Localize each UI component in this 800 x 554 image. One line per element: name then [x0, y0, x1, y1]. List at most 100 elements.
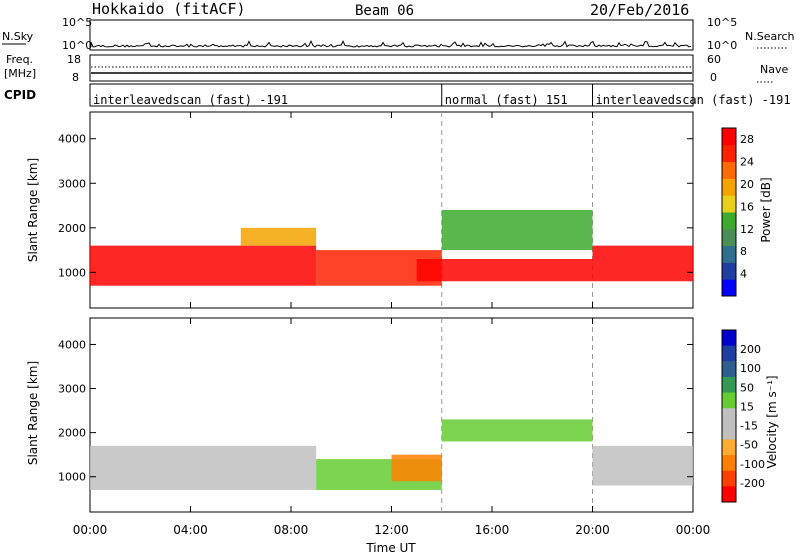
velocity-colorbar-swatch — [722, 439, 736, 456]
power-colorbar-swatch — [722, 195, 736, 213]
power-data-region — [592, 245, 693, 282]
velocity-colorbar-swatch — [722, 376, 736, 394]
power-ylabel: Slant Range [km] — [26, 158, 40, 262]
x-tick-label: 00:00 — [73, 523, 108, 537]
cpid-label: CPID — [4, 88, 36, 102]
power-data-region — [240, 227, 317, 246]
freq-label-line2: [MHz] — [4, 67, 36, 80]
power-colorbar-tick: 4 — [740, 268, 747, 281]
velocity-ylabel: Slant Range [km] — [26, 361, 40, 465]
station-title: Hokkaido (fitACF) — [92, 0, 246, 18]
freq-label-line1: Freq. — [6, 53, 33, 66]
cpid-segment-label: interleavedscan (fast) -191 — [93, 93, 288, 107]
power-colorbar-swatch — [722, 262, 736, 280]
nave-tick-bottom: 0 — [710, 71, 717, 84]
velocity-colorbar-frame — [721, 329, 737, 503]
x-tick-label: 12:00 — [374, 523, 409, 537]
power-colorbar-tick: 12 — [740, 223, 754, 236]
nave-tick-top: 60 — [707, 53, 721, 66]
velocity-colorbar-tick: -50 — [740, 439, 758, 452]
freq-tick-top: 18 — [67, 53, 81, 66]
x-tick-label: 16:00 — [475, 523, 510, 537]
power-colorbar-swatch — [722, 128, 736, 146]
power-data — [90, 112, 693, 308]
velocity-colorbar-tick: -200 — [740, 477, 765, 490]
velocity-colorbar-swatch — [722, 330, 736, 347]
velocity-colorbar-tick: -100 — [740, 458, 765, 471]
power-colorbar-swatch — [722, 279, 736, 297]
y-tick-label: 4000 — [58, 338, 86, 351]
velocity-colorbar: 200 100 50 15 -15 -50 -100 -200 — [721, 329, 765, 503]
cpid-frame — [89, 83, 694, 107]
power-colorbar-tick: 24 — [740, 156, 754, 169]
nsky-panel: N.Sky 10^5 10^0 10^5 10^0 N.Search — [2, 16, 795, 52]
velocity-colorbar-tick: -15 — [740, 420, 758, 433]
velocity-colorbar-swatch — [722, 408, 736, 425]
power-data-region — [416, 259, 593, 282]
velocity-colorbar-swatch — [722, 361, 736, 378]
velocity-colorbar-swatch — [722, 423, 736, 440]
velocity-colorbar-swatch — [722, 392, 736, 409]
x-tick-label: 04:00 — [173, 523, 208, 537]
power-colorbar-swatch — [722, 228, 736, 247]
beam-title: Beam 06 — [355, 3, 414, 19]
nsky-tick-bottom: 10^0 — [62, 39, 92, 52]
velocity-colorbar-tick: 15 — [740, 400, 754, 413]
cpid-segment-label: normal (fast) 151 — [445, 93, 568, 107]
velocity-colorbar-swatch — [722, 345, 736, 362]
power-colorbar-swatch — [722, 245, 736, 263]
velocity-data-region — [441, 419, 593, 442]
x-tick-label: 20:00 — [575, 523, 610, 537]
power-colorbar-label: Power [dB] — [759, 177, 773, 242]
time-axis-label: Time UT — [365, 541, 416, 554]
velocity-colorbar-label: Velocity [m s⁻¹] — [765, 375, 779, 468]
power-colorbar-tick: 8 — [740, 245, 747, 258]
power-data-region — [90, 245, 317, 286]
freq-tick-bottom: 8 — [72, 71, 79, 84]
power-colorbar-swatch — [722, 178, 736, 196]
power-colorbar-tick: 20 — [740, 178, 754, 191]
velocity-colorbar-swatch — [722, 470, 736, 487]
power-colorbar-swatch — [722, 161, 736, 179]
nave-label: Nave — [760, 63, 788, 76]
nsky-tick-top: 10^5 — [62, 16, 92, 29]
power-yticks: 1000 2000 3000 4000 — [58, 133, 693, 279]
nsky-trace — [90, 40, 692, 48]
power-data-region — [441, 210, 593, 251]
nsky-label: N.Sky — [2, 30, 34, 43]
y-tick-label: 1000 — [58, 266, 86, 279]
power-colorbar-frame — [721, 127, 737, 297]
y-tick-label: 3000 — [58, 177, 86, 190]
velocity-colorbar-swatch — [722, 486, 736, 503]
cpid-panel: CPID interleavedscan (fast) -191 normal (… — [4, 83, 791, 107]
freq-panel: Freq. [MHz] 18 8 60 0 Nave — [4, 53, 788, 84]
y-tick-label: 1000 — [58, 471, 86, 484]
velocity-data-region — [391, 454, 442, 482]
nsearch-label: N.Search — [745, 30, 795, 43]
cpid-segment-label: interleavedscan (fast) -191 — [596, 93, 791, 107]
power-colorbar-swatch — [722, 144, 736, 163]
y-tick-label: 3000 — [58, 383, 86, 396]
nsky-right-tick-bottom: 10^0 — [707, 39, 737, 52]
nsky-frame — [89, 19, 694, 51]
x-tick-label: 08:00 — [274, 523, 309, 537]
velocity-colorbar-tick: 200 — [740, 343, 761, 356]
nsky-right-tick-top: 10^5 — [707, 16, 737, 29]
velocity-colorbar-swatch — [722, 455, 736, 472]
velocity-data-region — [592, 445, 693, 486]
y-tick-label: 2000 — [58, 222, 86, 235]
power-colorbar-tick: 16 — [740, 200, 754, 213]
power-colorbar: 4 8 12 16 20 24 28 — [721, 127, 754, 297]
velocity-colorbar-tick: 50 — [740, 381, 754, 394]
velocity-data — [90, 318, 693, 512]
velocity-yticks: 1000 2000 3000 4000 — [58, 338, 693, 484]
velocity-data-region — [90, 445, 317, 490]
power-panel: 1000 2000 3000 4000 Slant Range [km] 4 8 12 16… — [26, 111, 773, 309]
date-title: 20/Feb/2016 — [590, 1, 689, 19]
velocity-colorbar-tick: 100 — [740, 362, 761, 375]
freq-frame — [89, 54, 694, 82]
x-tick-label: 00:00 — [676, 523, 711, 537]
power-colorbar-swatch — [722, 212, 736, 230]
velocity-panel: 1000 2000 3000 4000 Slant Range [km] 200 100… — [26, 317, 779, 513]
